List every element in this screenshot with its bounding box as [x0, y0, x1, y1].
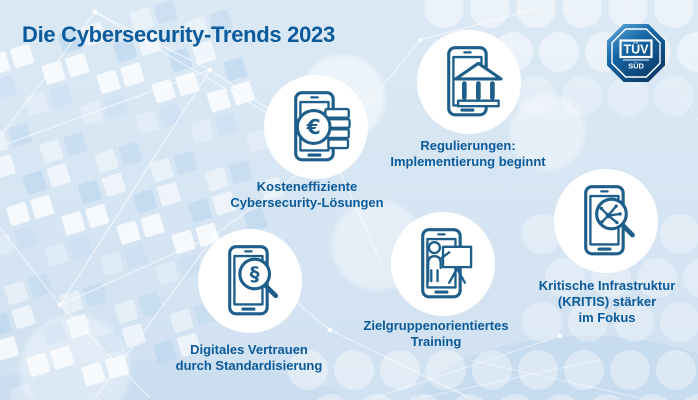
icon-circle: €	[264, 75, 368, 179]
phone-euro-coins-icon: €	[294, 91, 351, 162]
trend-label: Kritische Infrastruktur (KRITIS) stärker…	[538, 278, 676, 325]
page-title: Die Cybersecurity-Trends 2023	[22, 22, 335, 47]
icon-circle	[417, 30, 521, 134]
phone-bank-icon	[447, 46, 503, 117]
logo-text-sud: SÜD	[628, 62, 644, 71]
logo-octagon	[607, 24, 665, 82]
euro-glyph: €	[306, 115, 321, 139]
icon-circle	[554, 169, 658, 273]
trend-label: Regulierungen: Implementierung beginnt	[390, 138, 546, 169]
icon-circle	[391, 212, 495, 316]
icon-circle: §	[198, 229, 302, 333]
trend-label: Digitales Vertrauen durch Standardisieru…	[175, 342, 323, 373]
trend-label: Zielgruppenorientiertes Training	[363, 318, 509, 349]
paragraph-glyph: §	[250, 263, 260, 286]
trend-label: Kosteneffiziente Cybersecurity-Lösungen	[230, 179, 384, 210]
tuv-sud-logo: TÜV SÜD	[607, 24, 665, 82]
logo-text-tuv: TÜV	[624, 42, 650, 57]
phone-training-presenter-icon	[421, 228, 473, 299]
phone-magnifier-paragraph-icon: §	[228, 245, 279, 316]
background-soft-blob	[510, 95, 585, 170]
phone-magnifier-network-icon	[584, 185, 635, 256]
background-soft-blob	[20, 315, 130, 400]
